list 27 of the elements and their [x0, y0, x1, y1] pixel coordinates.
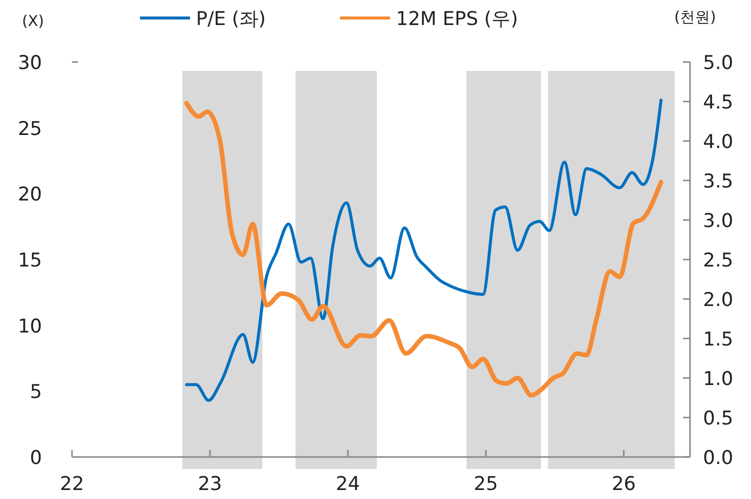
y-tick-label: 15: [18, 250, 42, 272]
y-axis-title: (X): [22, 12, 44, 30]
y2-tick-label: 4.5: [703, 92, 734, 114]
y-tick-label: 20: [18, 184, 42, 206]
y-tick-label: 10: [18, 315, 42, 338]
x-tick-label: 24: [336, 473, 360, 495]
x-tick-label: 26: [612, 473, 636, 495]
y-tick-label: 30: [18, 52, 42, 74]
y2-tick-label: 3.0: [703, 210, 734, 232]
y2-tick-label: 4.0: [703, 131, 734, 153]
y2-tick-label: 5.0: [703, 52, 734, 74]
legend-label: P/E (좌): [196, 8, 266, 30]
y2-tick-label: 1.5: [703, 328, 734, 350]
y2-tick-label: 2.5: [703, 250, 734, 272]
y-tick-label: 0: [30, 447, 42, 469]
x-tick-label: 23: [198, 473, 222, 495]
y2-tick-label: 0.0: [703, 447, 734, 469]
y2-axis-title: (천원): [674, 8, 716, 26]
y2-tick-label: 0.5: [703, 408, 734, 430]
y-tick-label: 5: [30, 381, 42, 404]
x-tick-label: 22: [60, 473, 84, 495]
y2-tick-label: 2.0: [703, 289, 734, 311]
y2-tick-label: 1.0: [703, 368, 734, 390]
y-tick-label: 25: [18, 118, 42, 140]
y2-tick-label: 3.5: [703, 170, 734, 192]
x-tick-label: 25: [474, 473, 498, 495]
legend-label: 12M EPS (우): [396, 8, 518, 30]
